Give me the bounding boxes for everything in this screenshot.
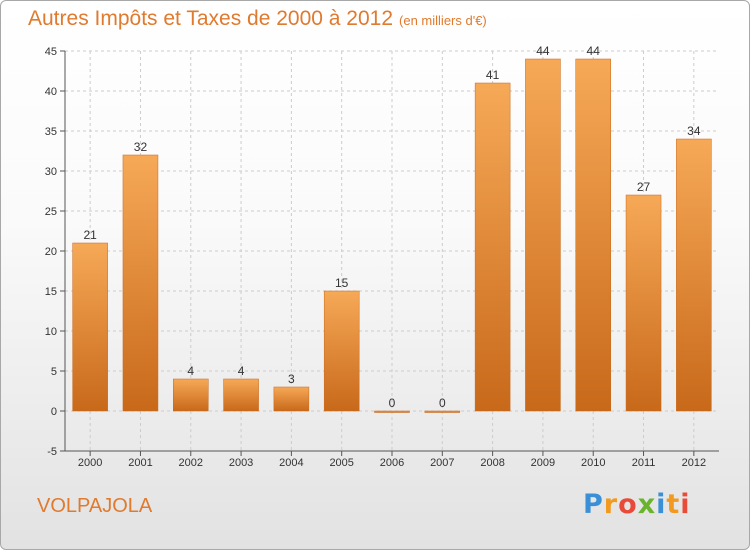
- data-label: 44: [536, 44, 550, 58]
- y-tick-label: 35: [45, 126, 57, 138]
- x-tick-label: 2004: [279, 457, 303, 469]
- chart-title-text: Autres Impôts et Taxes de 2000 à 2012: [28, 7, 394, 30]
- data-label: 32: [134, 140, 148, 154]
- x-tick-label: 2006: [380, 457, 404, 469]
- x-tick-label: 2005: [329, 457, 353, 469]
- y-tick-label: 0: [51, 406, 57, 418]
- y-tick-label: -5: [47, 446, 57, 458]
- x-tick-label: 2010: [581, 457, 605, 469]
- logo-letter: t: [666, 489, 681, 520]
- data-label: 3: [288, 372, 295, 386]
- y-tick-label: 45: [45, 46, 57, 58]
- x-tick-label: 2009: [531, 457, 555, 469]
- y-tick-label: 5: [51, 366, 57, 378]
- grid-lines: [65, 50, 719, 452]
- bar-2002: [173, 378, 209, 412]
- data-label: 41: [486, 68, 500, 82]
- bar-2000: [72, 242, 108, 412]
- bar-2011: [625, 194, 662, 412]
- city-name: VOLPAJOLA: [37, 495, 153, 517]
- y-tick-label: 30: [45, 166, 57, 178]
- x-tick-label: 2002: [179, 457, 203, 469]
- bar-2001: [122, 154, 159, 412]
- logo-letter: P: [583, 489, 604, 520]
- data-label: 15: [335, 276, 349, 290]
- bar-2008: [474, 82, 511, 412]
- x-tick-label: 2007: [430, 457, 454, 469]
- x-tick-label: 2001: [128, 457, 152, 469]
- y-tick-label: 15: [45, 286, 57, 298]
- data-label: 44: [587, 44, 601, 58]
- data-label: 4: [187, 364, 194, 378]
- data-label: 0: [439, 396, 446, 410]
- chart-subtitle: (en milliers d'€): [399, 13, 487, 28]
- data-label: 21: [83, 228, 97, 242]
- x-tick-label: 2011: [632, 457, 656, 469]
- x-tick-label: 2012: [682, 457, 706, 469]
- bar-2007: [424, 410, 461, 413]
- bar-2004: [273, 386, 310, 412]
- logo-letter: i: [656, 489, 667, 520]
- bar-2012: [676, 138, 712, 412]
- data-label: 0: [389, 396, 396, 410]
- data-label: 4: [238, 364, 245, 378]
- y-tick-label: 20: [45, 246, 57, 258]
- chart-title: Autres Impôts et Taxes de 2000 à 2012 (en…: [28, 7, 487, 31]
- bar-2009: [525, 58, 561, 412]
- logo-letter: r: [603, 489, 619, 520]
- logo-letter: o: [618, 489, 638, 520]
- proxiti-logo[interactable]: Proxiti: [583, 489, 691, 520]
- x-tick-label: 2003: [229, 457, 253, 469]
- bar-2006: [374, 410, 410, 413]
- logo-letter: i: [680, 489, 691, 520]
- bar-2003: [223, 378, 259, 412]
- x-tick-label: 2008: [480, 457, 504, 469]
- bar-2005: [323, 290, 360, 412]
- y-tick-label: 10: [45, 326, 57, 338]
- y-tick-label: 25: [45, 206, 57, 218]
- bar-2010: [575, 58, 611, 412]
- logo-letter: x: [637, 489, 657, 520]
- bars: [72, 58, 712, 413]
- data-label: 27: [637, 180, 651, 194]
- y-tick-label: 40: [45, 86, 57, 98]
- x-tick-label: 2000: [78, 457, 102, 469]
- data-label: 34: [687, 124, 701, 138]
